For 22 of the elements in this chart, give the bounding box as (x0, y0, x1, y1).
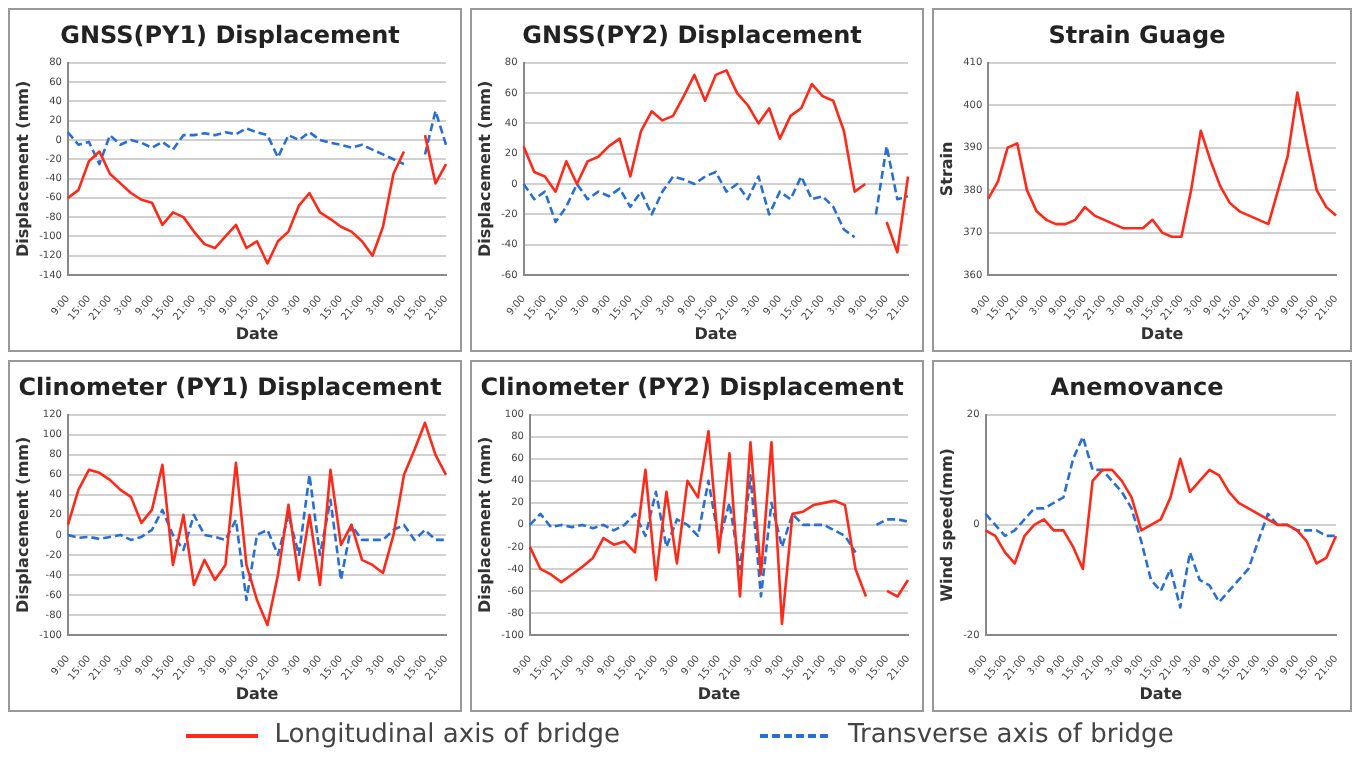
x-axis-title: Date (1139, 684, 1184, 703)
y-axis-title: Displacement (mm) (13, 436, 32, 614)
x-axis-title: Date (235, 684, 280, 703)
legend-label: Longitudinal axis of bridge (274, 720, 620, 750)
chart-title: GNSS(PY1) Displacement (60, 20, 401, 49)
chart-title: Strain Guage (1048, 20, 1226, 49)
y-axis-title: Displacement (mm) (475, 80, 494, 258)
chart-title: Clinometer (PY1) Displacement (18, 372, 443, 401)
line-series (984, 435, 1338, 609)
chart-title: GNSS(PY2) Displacement (522, 20, 863, 49)
y-axis-title: Displacement (mm) (475, 436, 494, 614)
y-axis-title: Strain (937, 140, 956, 197)
x-axis-title: Date (1140, 324, 1185, 343)
x-axis-title: Date (694, 324, 739, 343)
x-axis-title: Date (697, 684, 742, 703)
legend-label: Transverse axis of bridge (847, 720, 1174, 750)
x-axis-title: Date (235, 324, 280, 343)
y-axis-title: Displacement (mm) (13, 80, 32, 258)
y-axis-title: Wind speed(mm) (937, 448, 956, 602)
chart-title: Anemovance (1050, 372, 1224, 401)
chart-title: Clinometer (PY2) Displacement (480, 372, 905, 401)
line-series (66, 473, 448, 602)
